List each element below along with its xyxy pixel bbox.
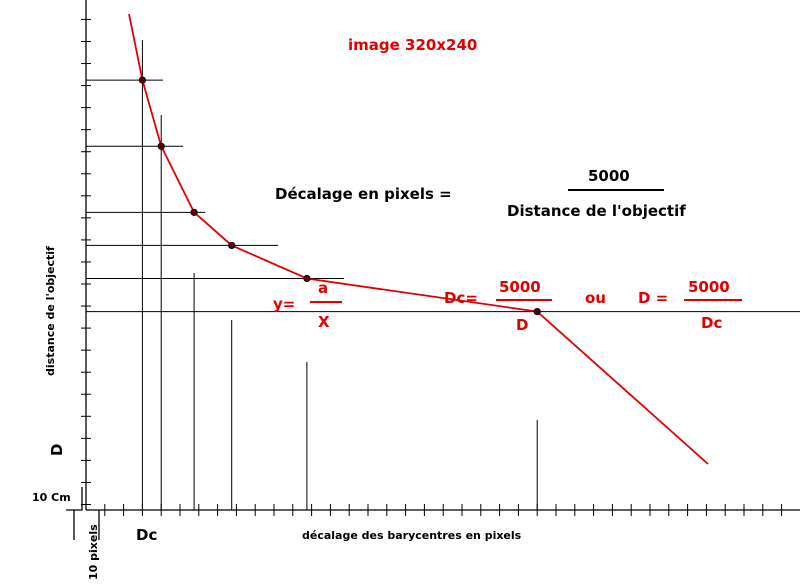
formula-general-denominator: X — [318, 313, 330, 331]
chart-title: image 320x240 — [348, 36, 477, 54]
x-axis-ticks — [104, 504, 783, 516]
guide-lines — [86, 40, 800, 510]
formula-main-left: Décalage en pixels = — [275, 185, 452, 203]
formula-general-left: y= — [273, 295, 295, 313]
y-axis-marker-d: D — [48, 444, 66, 456]
formula-d-numerator: 5000 — [688, 278, 730, 296]
formula-d-denominator: Dc — [701, 314, 722, 332]
formula-dc-numerator: 5000 — [499, 278, 541, 296]
formula-d-left: D = — [638, 289, 668, 307]
scale-markers — [66, 487, 100, 540]
data-point — [533, 307, 541, 316]
axes — [85, 0, 800, 511]
x-axis-marker-dc: Dc — [136, 526, 157, 544]
curve-line — [128, 13, 709, 465]
horizontal-scale-label: 10 pixels — [87, 524, 100, 580]
data-point — [157, 142, 165, 150]
curve-series — [128, 13, 709, 465]
x-axis-label: décalage des barycentres en pixels — [302, 529, 522, 542]
y-axis-ticks — [81, 18, 91, 505]
formula-general-numerator: a — [318, 279, 328, 297]
vertical-scale-bracket — [66, 487, 83, 511]
formula-main-numerator: 5000 — [588, 167, 630, 185]
data-point — [190, 208, 198, 216]
data-points — [138, 76, 541, 316]
data-point — [228, 241, 236, 250]
data-point — [303, 274, 311, 283]
formula-dc-denominator: D — [516, 316, 528, 334]
formula-dc-left: Dc= — [444, 289, 478, 307]
formula-or: ou — [585, 289, 606, 307]
y-axis-label: distance de l'objectif — [44, 246, 57, 376]
vertical-scale-label: 10 Cm — [32, 491, 71, 504]
formula-main-denominator: Distance de l'objectif — [507, 202, 686, 220]
data-point — [138, 76, 146, 84]
